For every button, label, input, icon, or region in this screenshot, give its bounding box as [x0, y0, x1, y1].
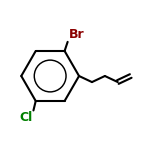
Text: Cl: Cl	[19, 111, 33, 124]
Text: Br: Br	[68, 28, 84, 41]
